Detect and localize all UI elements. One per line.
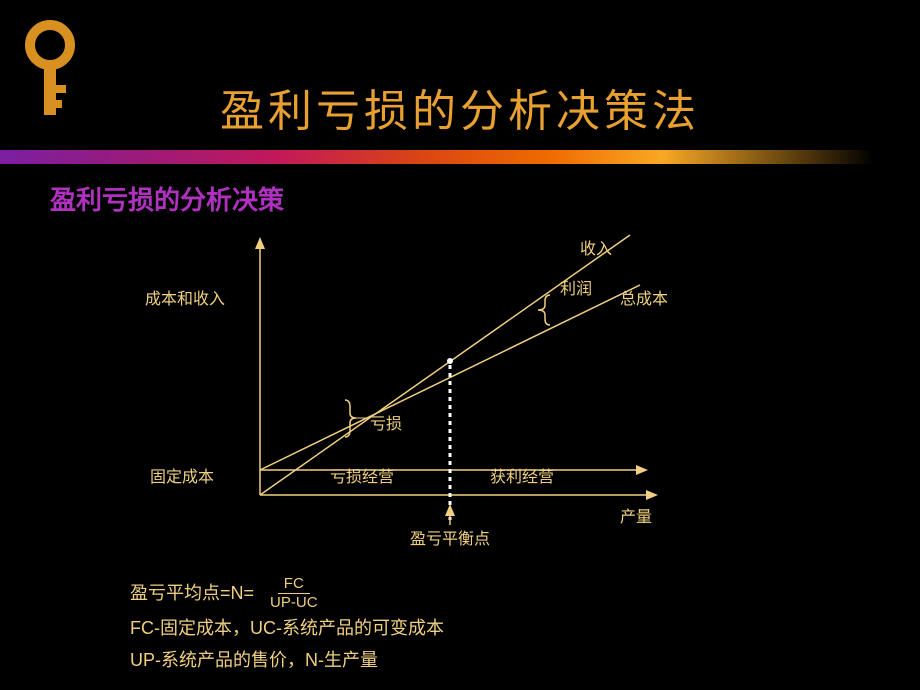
formula-equation: 盈亏平均点=N= FC UP-UC	[130, 575, 444, 612]
profit-operation-label: 获利经营	[490, 463, 554, 487]
formula-definitions-2: UP-系统产品的售价，N-生产量	[130, 644, 444, 676]
formula-lhs: 盈亏平均点=N=	[130, 577, 254, 609]
break-even-label: 盈亏平衡点	[410, 525, 490, 549]
formula-block: 盈亏平均点=N= FC UP-UC FC-固定成本，UC-系统产品的可变成本 U…	[130, 575, 444, 677]
profit-label: 利润	[560, 275, 592, 299]
fixed-cost-label: 固定成本	[150, 463, 214, 487]
title-underline	[0, 150, 920, 164]
x-axis-label: 产量	[620, 503, 652, 527]
loss-operation-label: 亏损经营	[330, 463, 394, 487]
revenue-label: 收入	[580, 235, 612, 259]
formula-definitions-1: FC-固定成本，UC-系统产品的可变成本	[130, 612, 444, 644]
loss-label: 亏损	[370, 410, 402, 434]
break-even-chart: 成本和收入 收入 利润 总成本 亏损 固定成本 亏损经营 获利经营 产量 盈亏平…	[150, 225, 710, 555]
y-axis-label: 成本和收入	[145, 285, 225, 309]
total-cost-label: 总成本	[620, 285, 668, 309]
formula-numerator: FC	[278, 575, 310, 594]
page-title: 盈利亏损的分析决策法	[0, 75, 920, 139]
subtitle: 盈利亏损的分析决策	[50, 180, 284, 217]
formula-fraction: FC UP-UC	[264, 575, 324, 612]
formula-denominator: UP-UC	[264, 594, 324, 612]
